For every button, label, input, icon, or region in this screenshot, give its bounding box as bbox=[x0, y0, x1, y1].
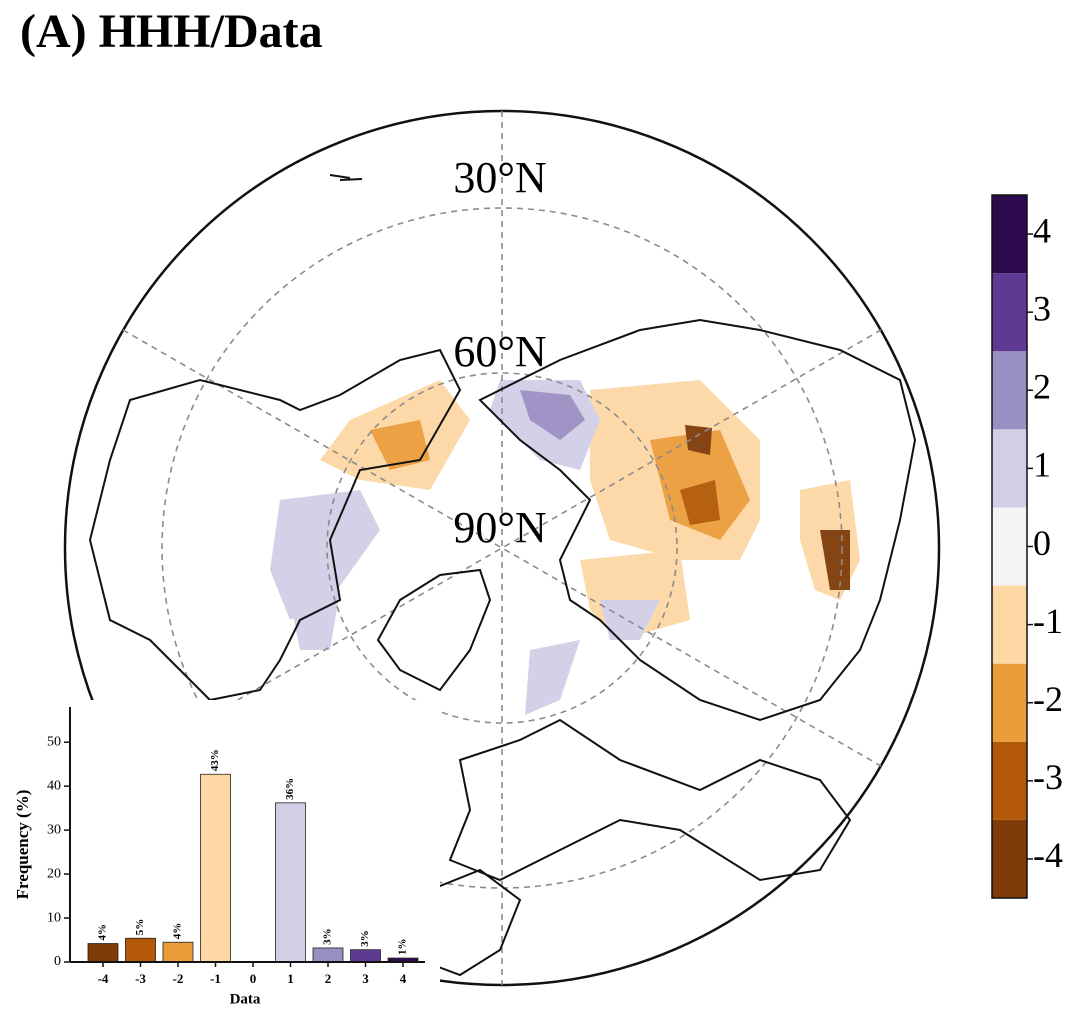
value-label: 5% bbox=[134, 919, 146, 936]
colorbar-tick-label: -2 bbox=[1033, 679, 1063, 719]
value-label: 4% bbox=[97, 924, 109, 941]
colorbar-tick-label: 3 bbox=[1033, 288, 1051, 328]
meridian bbox=[122, 329, 882, 767]
bar bbox=[275, 802, 306, 963]
frequency-chart: 0 10 20 30 40 50 -4 4% -3 5% -2 4% -1 43% 0 1 36% 2 3% 3 3% 4… bbox=[0, 700, 440, 1024]
colorbar-segment bbox=[992, 507, 1027, 586]
bar bbox=[200, 773, 231, 963]
x-tick-label: 0 bbox=[250, 971, 257, 986]
y-axis-label: Frequency (%) bbox=[13, 790, 32, 900]
colorbar: -4 -3 -2 -1 0 1 2 3 4 bbox=[991, 194, 1063, 899]
colorbar-segment bbox=[992, 195, 1027, 274]
data-patches bbox=[270, 380, 860, 715]
colorbar-tick-label: -1 bbox=[1033, 601, 1063, 641]
x-tick-label: 3 bbox=[362, 971, 369, 986]
x-tick-label: -2 bbox=[173, 971, 184, 986]
figure-title: (A) HHH/Data bbox=[20, 5, 323, 58]
value-label: 3% bbox=[322, 928, 334, 945]
x-tick-label: 4 bbox=[400, 971, 407, 986]
colorbar-tick-label: 0 bbox=[1033, 523, 1051, 563]
x-tick-label: 1 bbox=[287, 971, 294, 986]
bar bbox=[125, 937, 156, 963]
latitude-circle bbox=[326, 372, 678, 724]
y-tick-label: 10 bbox=[47, 910, 61, 925]
colorbar-segment bbox=[992, 585, 1027, 664]
colorbar-segment bbox=[992, 663, 1027, 742]
latitude-label: 30°N bbox=[453, 153, 546, 202]
bar bbox=[87, 943, 119, 963]
colorbar-tick-label: 4 bbox=[1033, 210, 1051, 250]
colorbar-tick-label: 1 bbox=[1033, 445, 1051, 485]
colorbar-tick-label: -4 bbox=[1033, 835, 1063, 875]
x-tick-label: -3 bbox=[135, 971, 146, 986]
y-tick-label: 50 bbox=[47, 734, 61, 749]
meridian bbox=[122, 329, 882, 767]
colorbar-segment bbox=[992, 741, 1027, 820]
value-label: 4% bbox=[172, 923, 184, 940]
x-tick-label: -4 bbox=[98, 971, 109, 986]
bar bbox=[162, 941, 194, 963]
colorbar-segment bbox=[992, 351, 1027, 430]
colorbar-tick-label: 2 bbox=[1033, 367, 1051, 407]
y-tick-label: 20 bbox=[47, 866, 61, 881]
x-tick-label: -1 bbox=[210, 971, 221, 986]
value-label: 36% bbox=[284, 778, 296, 800]
colorbar-tick-label: -3 bbox=[1033, 757, 1063, 797]
colorbar-segment bbox=[992, 273, 1027, 352]
bar bbox=[312, 947, 344, 963]
y-tick-label: 40 bbox=[47, 778, 61, 793]
x-axis-label: Data bbox=[230, 991, 261, 1007]
colorbar-segment bbox=[992, 819, 1027, 898]
latitude-label: 90°N bbox=[453, 503, 546, 552]
latitude-label: 60°N bbox=[453, 327, 546, 376]
value-label: 1% bbox=[397, 939, 409, 956]
latitude-circle bbox=[161, 207, 843, 889]
y-tick-label: 30 bbox=[47, 822, 61, 837]
bar bbox=[350, 949, 381, 963]
coastlines bbox=[88, 174, 917, 977]
y-tick-label: 0 bbox=[54, 954, 61, 969]
value-label: 3% bbox=[359, 930, 371, 947]
colorbar-segment bbox=[992, 429, 1027, 508]
value-label: 43% bbox=[209, 749, 221, 771]
x-tick-label: 2 bbox=[325, 971, 332, 986]
